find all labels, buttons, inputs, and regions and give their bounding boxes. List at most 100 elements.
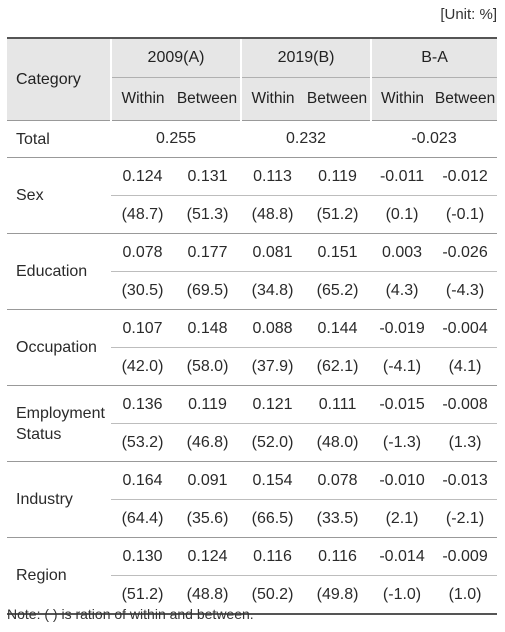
total-value-2009: 0.255: [111, 120, 242, 158]
ratio-cell: (64.4): [111, 499, 174, 538]
ratio-cell: (65.2): [304, 271, 372, 310]
value-cell: -0.011: [371, 157, 434, 196]
ratio-cell: (-1.0): [371, 575, 434, 615]
value-cell: 0.116: [304, 537, 372, 576]
ratio-cell: (48.8): [174, 575, 242, 615]
value-cell: 0.124: [174, 537, 242, 576]
value-cell: 0.119: [304, 157, 372, 196]
ratio-cell: (69.5): [174, 271, 242, 310]
table-row: (48.7) (51.3) (48.8) (51.2) (0.1) (-0.1): [7, 195, 498, 234]
value-cell: 0.091: [174, 461, 242, 500]
value-cell: 0.154: [241, 461, 305, 500]
ratio-cell: (4.3): [371, 271, 434, 310]
table-row: (51.2) (48.8) (50.2) (49.8) (-1.0) (1.0): [7, 575, 498, 615]
ratio-cell: (51.2): [304, 195, 372, 234]
ratio-cell: (51.2): [111, 575, 174, 615]
sub-header-between: Between: [174, 77, 242, 121]
value-cell: 0.164: [111, 461, 174, 500]
value-cell: 0.116: [241, 537, 305, 576]
value-cell: 0.078: [111, 233, 174, 272]
total-value-2019: 0.232: [241, 120, 372, 158]
ratio-cell: (66.5): [241, 499, 305, 538]
ratio-cell: (52.0): [241, 423, 305, 462]
value-cell: 0.177: [174, 233, 242, 272]
ratio-cell: (34.8): [241, 271, 305, 310]
ratio-cell: (-4.3): [433, 271, 498, 310]
value-cell: 0.148: [174, 309, 242, 348]
table-row: Employment Status 0.136 0.119 0.121 0.111 -0.…: [7, 385, 498, 462]
sub-header-between: Between: [304, 77, 372, 121]
value-cell: 0.088: [241, 309, 305, 348]
unit-label: [Unit: %]: [440, 6, 497, 23]
value-cell: 0.003: [371, 233, 434, 272]
year-header-diff: B-A: [370, 37, 498, 78]
table-row: Sex 0.124 0.131 0.113 0.119 -0.011 -0.012: [7, 157, 498, 234]
category-label: Industry: [7, 461, 111, 538]
value-cell: 0.131: [174, 157, 242, 196]
sub-header-within: Within: [240, 77, 305, 121]
table-row: Education 0.078 0.177 0.081 0.151 0.003 -0.026: [7, 233, 498, 310]
ratio-cell: (48.0): [304, 423, 372, 462]
ratio-cell: (48.7): [111, 195, 174, 234]
ratio-cell: (-0.1): [433, 195, 498, 234]
ratio-cell: (48.8): [241, 195, 305, 234]
category-label: Occupation: [7, 309, 111, 386]
ratio-cell: (35.6): [174, 499, 242, 538]
table-row: (42.0) (58.0) (37.9) (62.1) (-4.1) (4.1): [7, 347, 498, 386]
sub-header-within: Within: [110, 77, 174, 121]
value-cell: -0.004: [433, 309, 498, 348]
ratio-cell: (51.3): [174, 195, 242, 234]
ratio-cell: (46.8): [174, 423, 242, 462]
sub-header-within: Within: [370, 77, 434, 121]
value-cell: 0.136: [111, 385, 174, 424]
value-cell: 0.107: [111, 309, 174, 348]
table-row: Industry 0.164 0.091 0.154 0.078 -0.010 -0.013: [7, 461, 498, 538]
value-cell: -0.012: [433, 157, 498, 196]
value-cell: 0.111: [304, 385, 372, 424]
ratio-cell: (4.1): [433, 347, 498, 386]
ratio-cell: (1.3): [433, 423, 498, 462]
total-value-diff: -0.023: [371, 120, 498, 158]
value-cell: -0.015: [371, 385, 434, 424]
value-cell: 0.124: [111, 157, 174, 196]
value-cell: -0.013: [433, 461, 498, 500]
ratio-cell: (50.2): [241, 575, 305, 615]
ratio-cell: (-1.3): [371, 423, 434, 462]
total-row: Total 0.255 0.232 -0.023: [7, 120, 498, 158]
table-row: (53.2) (46.8) (52.0) (48.0) (-1.3) (1.3): [7, 423, 498, 462]
ratio-cell: (2.1): [371, 499, 434, 538]
year-header-2019: 2019(B): [240, 37, 372, 78]
ratio-cell: (53.2): [111, 423, 174, 462]
value-cell: 0.119: [174, 385, 242, 424]
category-label: Region: [7, 537, 111, 615]
sub-header-between: Between: [433, 77, 498, 121]
ratio-cell: (1.0): [433, 575, 498, 615]
value-cell: -0.014: [371, 537, 434, 576]
value-cell: 0.130: [111, 537, 174, 576]
ratio-cell: (-4.1): [371, 347, 434, 386]
value-cell: -0.009: [433, 537, 498, 576]
ratio-cell: (0.1): [371, 195, 434, 234]
table-note: Note: ( ) is ration of within and betwee…: [7, 606, 254, 622]
ratio-cell: (49.8): [304, 575, 372, 615]
value-cell: 0.081: [241, 233, 305, 272]
ratio-cell: (-2.1): [433, 499, 498, 538]
category-label: Education: [7, 233, 111, 310]
value-cell: 0.144: [304, 309, 372, 348]
ratio-cell: (30.5): [111, 271, 174, 310]
value-cell: 0.113: [241, 157, 305, 196]
table-row: Region 0.130 0.124 0.116 0.116 -0.014 -0.009: [7, 537, 498, 615]
table-row: (30.5) (69.5) (34.8) (65.2) (4.3) (-4.3): [7, 271, 498, 310]
ratio-cell: (37.9): [241, 347, 305, 386]
value-cell: -0.010: [371, 461, 434, 500]
value-cell: -0.026: [433, 233, 498, 272]
category-label: Sex: [7, 157, 111, 234]
value-cell: -0.019: [371, 309, 434, 348]
value-cell: -0.008: [433, 385, 498, 424]
table-row: (64.4) (35.6) (66.5) (33.5) (2.1) (-2.1): [7, 499, 498, 538]
data-table: Category 2009(A) 2019(B) B-A Within Betw…: [7, 37, 498, 615]
table-row: Occupation 0.107 0.148 0.088 0.144 -0.019 -0.0…: [7, 309, 498, 386]
value-cell: 0.078: [304, 461, 372, 500]
ratio-cell: (33.5): [304, 499, 372, 538]
value-cell: 0.121: [241, 385, 305, 424]
